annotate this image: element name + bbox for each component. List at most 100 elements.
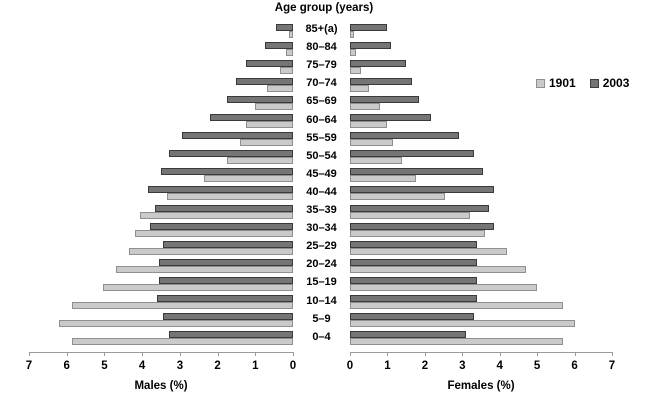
x-axis-label-males: Males (%) xyxy=(134,380,188,392)
bar-male-2003-85+ xyxy=(276,23,293,31)
female-axis-tick-5 xyxy=(537,352,539,356)
male-axis-ticklabel-5: 5 xyxy=(101,360,108,372)
bar-female-2003-55-59 xyxy=(350,132,459,140)
bar-female-1901-70-74 xyxy=(350,84,369,92)
bar-male-1901-0-4 xyxy=(72,338,293,346)
bar-female-1901-35-39 xyxy=(350,211,470,219)
bar-female-1901-40-44 xyxy=(350,193,446,201)
female-axis-tick-0 xyxy=(350,352,351,356)
bar-male-2003-50-54 xyxy=(168,150,293,158)
male-axis-ticklabel-0: 0 xyxy=(289,360,297,372)
female-axis-tick-7 xyxy=(612,352,613,356)
bar-female-2003-35-39 xyxy=(350,204,489,212)
bar-male-1901-75-79 xyxy=(279,66,293,74)
bar-female-2003-30-34 xyxy=(350,222,495,230)
male-axis-line xyxy=(29,352,293,353)
age-group-label-25-29: 25–29 xyxy=(306,240,337,253)
age-group-label-5-9: 5–9 xyxy=(312,312,331,325)
bar-male-1901-45-49 xyxy=(204,175,293,183)
bar-male-1901-10-14 xyxy=(72,302,293,309)
bar-male-1901-15-19 xyxy=(102,283,293,291)
bar-female-2003-15-19 xyxy=(350,276,478,284)
bar-male-2003-80-84 xyxy=(264,41,293,49)
x-axis-label-females: Females (%) xyxy=(447,380,515,392)
bar-male-2003-0-4 xyxy=(168,331,293,339)
bar-male-2003-40-44 xyxy=(147,186,293,194)
age-group-label-85+: 85+(a) xyxy=(305,23,338,35)
age-group-label-10-14: 10–14 xyxy=(306,294,337,307)
bar-female-2003-5-9 xyxy=(350,313,474,321)
male-axis-tick-0 xyxy=(293,352,294,356)
bar-male-2003-5-9 xyxy=(162,313,293,321)
bar-male-1901-65-69 xyxy=(255,102,293,110)
bar-female-2003-25-29 xyxy=(350,240,478,248)
bar-female-2003-40-44 xyxy=(350,186,495,194)
bar-male-2003-70-74 xyxy=(236,77,293,85)
male-axis-ticklabel-1: 1 xyxy=(252,360,259,372)
female-axis-ticklabel-6: 6 xyxy=(571,360,578,372)
bar-female-2003-70-74 xyxy=(350,77,412,85)
bar-female-1901-30-34 xyxy=(350,229,485,237)
bar-female-2003-85+ xyxy=(350,23,388,31)
bar-female-2003-50-54 xyxy=(350,150,474,158)
bar-female-1901-65-69 xyxy=(350,102,380,110)
bar-male-2003-75-79 xyxy=(245,59,293,67)
bar-male-1901-80-84 xyxy=(285,48,293,56)
bar-male-2003-25-29 xyxy=(162,240,293,248)
legend-item-1901: 1901 xyxy=(536,76,576,90)
age-group-label-55-59: 55–59 xyxy=(306,131,337,144)
bar-male-2003-65-69 xyxy=(227,95,293,103)
legend-swatch-2003 xyxy=(589,78,599,88)
age-group-label-50-54: 50–54 xyxy=(306,149,337,162)
male-axis-ticklabel-7: 7 xyxy=(25,360,33,372)
bar-female-1901-45-49 xyxy=(350,175,416,183)
bar-male-1901-5-9 xyxy=(59,320,293,328)
bar-female-1901-20-24 xyxy=(350,265,526,273)
female-axis-ticklabel-5: 5 xyxy=(533,360,541,372)
bar-male-2003-55-59 xyxy=(181,132,293,140)
female-axis-tick-6 xyxy=(574,352,576,356)
male-axis-ticklabel-6: 6 xyxy=(63,360,70,372)
age-group-label-30-34: 30–34 xyxy=(306,222,337,235)
male-axis-tick-6 xyxy=(66,352,68,356)
bar-female-1901-75-79 xyxy=(350,66,362,74)
bar-male-1901-35-39 xyxy=(140,211,293,219)
bar-female-1901-10-14 xyxy=(350,302,564,309)
bar-female-2003-75-79 xyxy=(350,59,407,67)
bar-female-1901-55-59 xyxy=(350,139,393,147)
age-group-label-15-19: 15–19 xyxy=(306,276,337,289)
male-axis-tick-1 xyxy=(255,352,257,356)
bar-male-2003-30-34 xyxy=(149,222,293,230)
bar-male-2003-15-19 xyxy=(159,276,293,284)
bar-male-2003-60-64 xyxy=(210,114,293,121)
bar-male-1901-85+ xyxy=(289,30,293,38)
age-group-label-35-39: 35–39 xyxy=(306,204,337,216)
bar-female-2003-80-84 xyxy=(350,41,392,49)
bar-female-2003-0-4 xyxy=(350,331,466,339)
male-axis-ticklabel-3: 3 xyxy=(176,360,184,372)
male-axis-tick-4 xyxy=(142,352,144,356)
legend-swatch-1901 xyxy=(536,78,545,88)
bar-female-1901-25-29 xyxy=(350,247,508,255)
age-group-label-80-84: 80–84 xyxy=(306,41,337,54)
bar-male-1901-70-74 xyxy=(266,84,293,92)
legend-item-2003: 2003 xyxy=(589,76,630,90)
female-axis-ticklabel-4: 4 xyxy=(496,360,503,372)
legend-label-2003: 2003 xyxy=(602,76,630,90)
female-axis-tick-1 xyxy=(387,352,389,356)
bar-male-1901-60-64 xyxy=(245,121,293,128)
legend: 1901 2003 xyxy=(536,76,629,90)
bar-male-1901-25-29 xyxy=(128,247,293,255)
female-axis-ticklabel-2: 2 xyxy=(421,360,429,372)
bar-male-1901-40-44 xyxy=(166,193,293,201)
bar-female-1901-15-19 xyxy=(350,283,538,291)
bar-male-2003-35-39 xyxy=(155,204,293,212)
female-axis-ticklabel-0: 0 xyxy=(346,360,354,372)
age-group-label-60-64: 60–64 xyxy=(306,113,337,126)
chart-title: Age group (years) xyxy=(274,2,374,14)
male-axis-ticklabel-2: 2 xyxy=(214,360,221,372)
bar-female-2003-65-69 xyxy=(350,95,420,103)
age-group-label-75-79: 75–79 xyxy=(306,59,337,72)
bar-male-1901-50-54 xyxy=(227,157,293,165)
